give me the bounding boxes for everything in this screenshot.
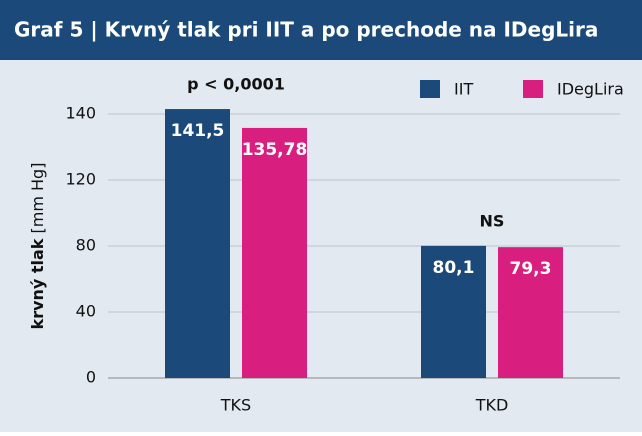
y-label-unit: [mm Hg] (28, 163, 47, 234)
value-label: 79,3 (510, 259, 552, 279)
value-label: 80,1 (433, 258, 475, 278)
legend-label: IDegLira (557, 80, 624, 99)
legend-swatch (420, 80, 440, 98)
value-label: 135,78 (242, 140, 308, 160)
y-axis-label: krvný tlak [mm Hg] (28, 163, 47, 330)
y-tick-label: 140 (65, 104, 96, 123)
bar (242, 127, 307, 379)
y-tick-label: 40 (76, 302, 96, 321)
bar (498, 247, 563, 378)
y-label-bold: krvný tlak (28, 238, 47, 329)
chart-title: Graf 5 | Krvný tlak pri IIT a po prechod… (14, 18, 598, 42)
y-tick-label: 0 (86, 368, 96, 387)
legend-label: IIT (454, 80, 473, 99)
bar (421, 245, 486, 378)
annotation: p < 0,0001 (187, 75, 285, 94)
y-tick-label: 80 (76, 236, 96, 255)
title-bar (0, 0, 642, 60)
y-tick-label: 120 (65, 170, 96, 189)
legend-swatch (523, 80, 543, 98)
bar (165, 109, 230, 379)
x-tick-label: TKS (220, 396, 251, 415)
x-tick-label: TKD (475, 396, 509, 415)
value-label: 141,5 (171, 121, 225, 141)
annotation: NS (480, 211, 505, 230)
